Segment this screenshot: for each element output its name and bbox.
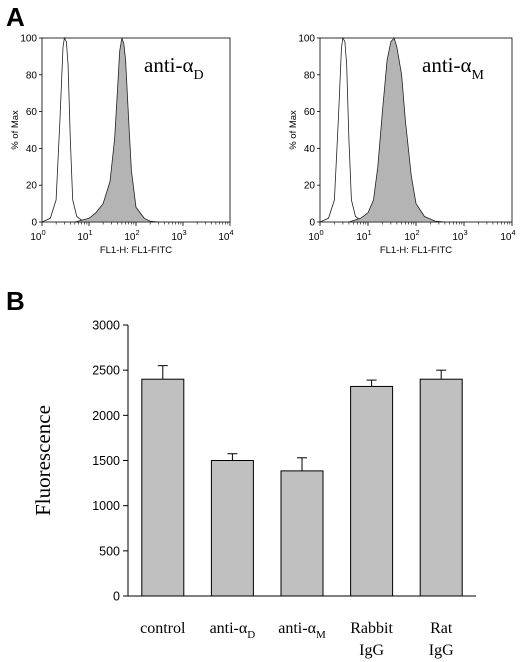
bar-chart-fluorescence: 0 500 1000 1500 2000 2500 3000 Fluorescence cont…: [31, 319, 476, 659]
histogram-x-tick-label-right: 104: [500, 228, 515, 243]
histogram-y-tick-label-right: 20: [304, 181, 316, 192]
bar: [210, 460, 254, 597]
histogram-y-axis-label-left: % of Max: [10, 110, 21, 150]
histogram-y-tick-label-right: 60: [304, 107, 316, 118]
histogram-x-tick-label-left: 102: [124, 228, 139, 243]
histogram-y-tick-label-right: 80: [304, 70, 316, 81]
bar: [280, 470, 324, 597]
bar-y-tick-label: 3000: [92, 319, 120, 333]
bar: [141, 378, 185, 597]
histogram-y-tick-label-left: 0: [31, 218, 37, 229]
histogram-x-tick-label-left: 101: [77, 228, 92, 243]
histogram-annotation-anti-alpha-m: anti-αM: [422, 53, 485, 83]
histogram-x-tick-label-right: 103: [452, 228, 467, 243]
panel-a-letter: A: [6, 2, 25, 32]
bar-category-label-line2: IgG: [359, 642, 384, 659]
histogram-x-axis-label-left: FL1-H: FL1-FITC: [100, 245, 172, 256]
histogram-anti-alpha-d: 0 20 40 60 80 100 100 101 102 103 104 FL1-H: FL1-FI…: [10, 34, 234, 257]
bar-category-label: anti-αM: [278, 620, 326, 641]
bar-y-tick-label: 1000: [92, 499, 120, 513]
bar-y-tick-label: 0: [113, 590, 120, 604]
bar-y-tick-label: 500: [99, 544, 120, 558]
bar: [419, 378, 463, 597]
bar-y-tick-label: 2000: [92, 409, 120, 423]
histogram-x-tick-label-left: 103: [171, 228, 186, 243]
histogram-x-tick-label-right: 101: [356, 228, 371, 243]
histogram-filled-series-right: [348, 37, 445, 223]
bar-category-label: Rabbit: [350, 620, 393, 637]
histogram-y-tick-label-left: 20: [26, 181, 38, 192]
panel-b-letter: B: [6, 286, 25, 316]
histogram-y-tick-label-right: 100: [298, 34, 315, 45]
bar: [350, 385, 394, 597]
histogram-x-tick-label-right: 100: [308, 228, 323, 243]
histogram-x-tick-label-left: 100: [30, 228, 45, 243]
histogram-annotation-anti-alpha-d: anti-αD: [144, 53, 204, 83]
histogram-open-series-left: [41, 36, 112, 223]
histogram-y-tick-label-right: 0: [309, 218, 315, 229]
histogram-x-tick-label-right: 102: [404, 228, 419, 243]
bar-category-label: Rat: [430, 620, 453, 637]
histogram-anti-alpha-m: 0 20 40 60 80 100 100 101 102 103 104 FL1-H: FL1-FI…: [288, 34, 516, 257]
histogram-y-tick-label-right: 40: [304, 144, 316, 155]
histogram-y-axis-label-right: % of Max: [288, 110, 299, 150]
histogram-x-axis-label-right: FL1-H: FL1-FITC: [380, 245, 452, 256]
bar-category-label: control: [140, 620, 186, 637]
histogram-filled-series-left: [74, 37, 159, 223]
histogram-x-tick-label-left: 104: [218, 228, 233, 243]
histogram-y-tick-label-left: 60: [26, 107, 38, 118]
bar-category-label-line2: IgG: [429, 642, 454, 659]
histogram-y-tick-label-left: 80: [26, 70, 38, 81]
bar-y-tick-label: 1500: [92, 454, 120, 468]
bar-y-tick-label: 2500: [92, 364, 120, 378]
bar-category-label: anti-αD: [210, 620, 256, 641]
histogram-y-tick-label-left: 40: [26, 144, 38, 155]
histogram-y-tick-label-left: 100: [20, 34, 37, 45]
bar-y-axis-label: Fluorescence: [31, 405, 55, 516]
